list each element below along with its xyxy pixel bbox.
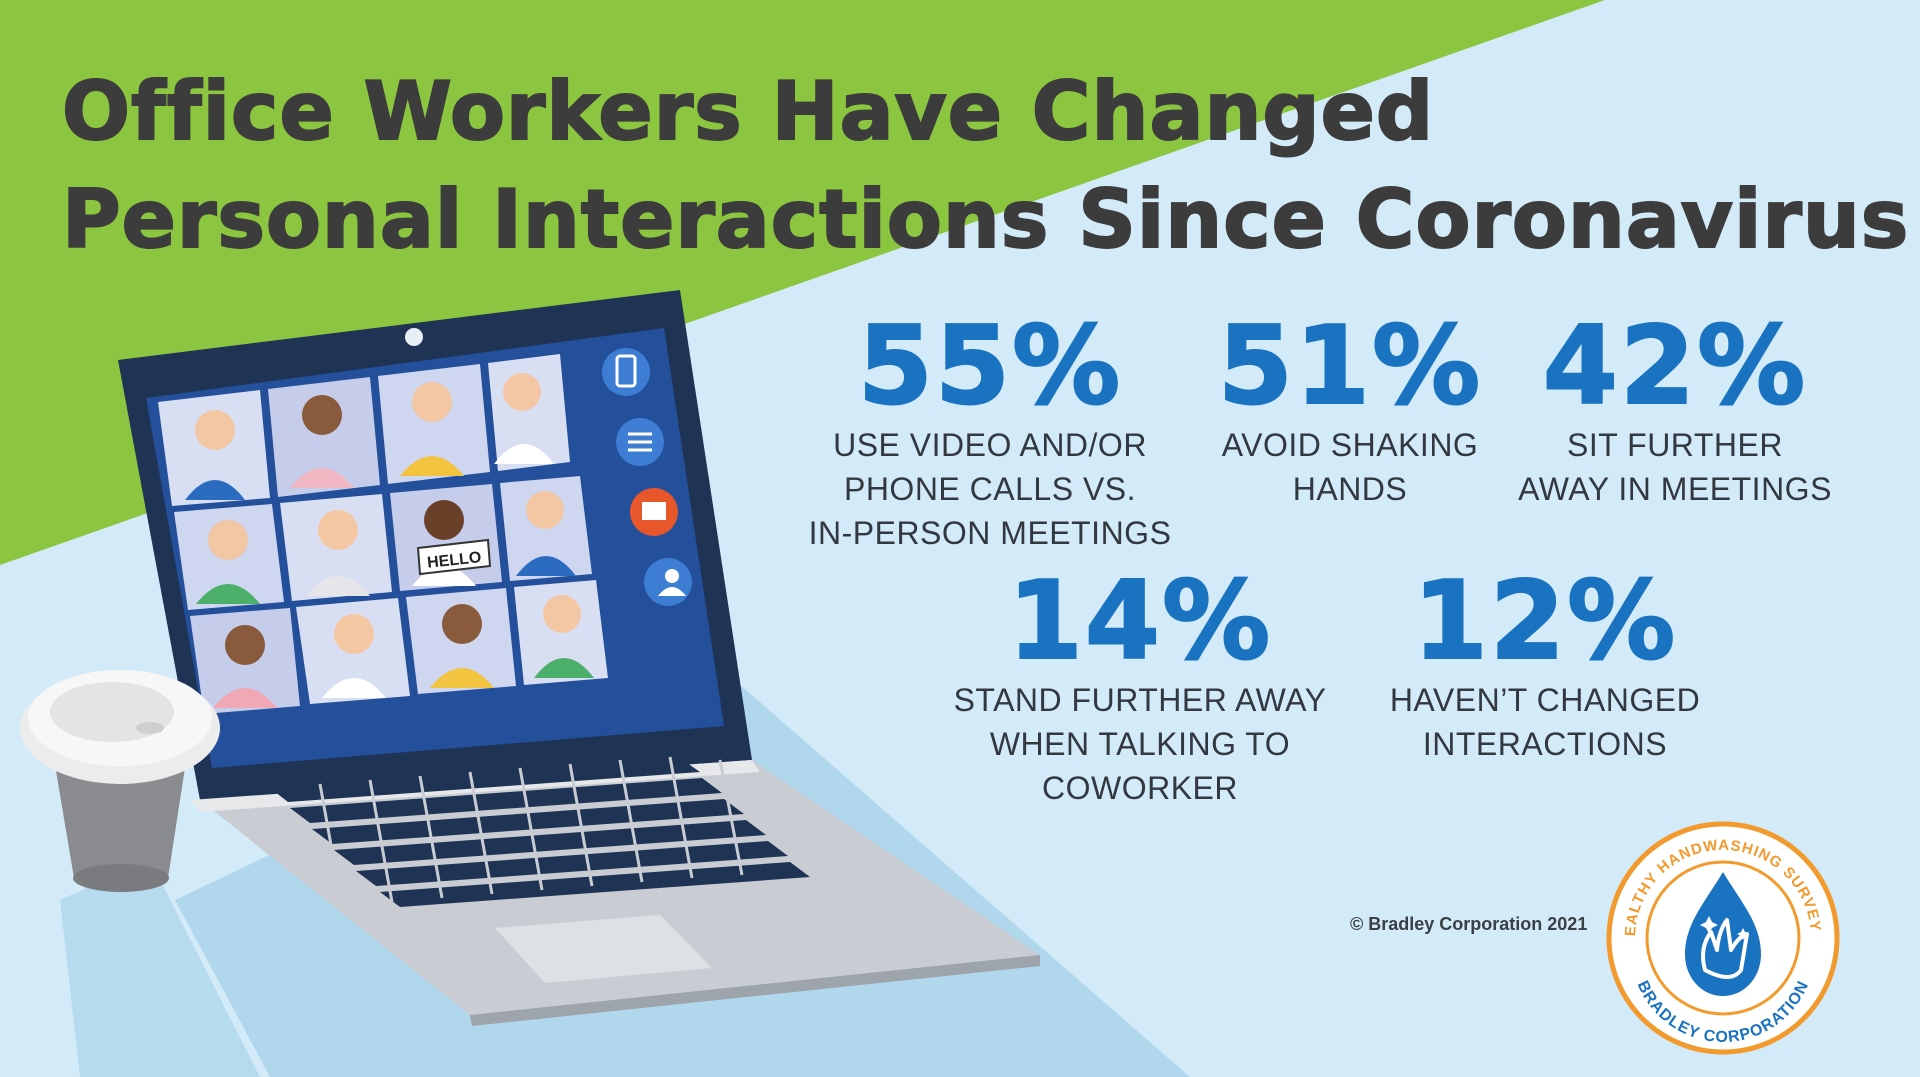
- stat-line: HANDS: [1292, 471, 1408, 507]
- stat-percent: 42%: [1542, 304, 1808, 429]
- stat-line: IN-PERSON MEETINGS: [808, 515, 1172, 551]
- stat-line: STAND FURTHER AWAY: [953, 682, 1327, 718]
- stat-sit-further: 42% SIT FURTHER AWAY IN MEETINGS: [1505, 304, 1845, 510]
- webcam-icon: [405, 328, 423, 346]
- title-line-1: Office Workers Have Changed: [61, 64, 1435, 159]
- hello-sign: HELLO: [416, 538, 492, 576]
- trackpad: [495, 915, 712, 983]
- coffee-cup-illustration: [20, 670, 220, 892]
- call-controls: [602, 348, 692, 606]
- participants: [185, 373, 594, 708]
- stat-percent: 12%: [1412, 559, 1678, 684]
- stat-line: HAVEN’T CHANGED: [1389, 682, 1701, 718]
- add-participant-icon: [644, 558, 692, 606]
- page-title: Office Workers Have Changed Personal Int…: [61, 58, 1910, 274]
- stat-line: INTERACTIONS: [1422, 726, 1668, 762]
- keyboard: [270, 758, 810, 907]
- hello-sign-text: HELLO: [426, 549, 482, 572]
- stat-percent: 55%: [857, 304, 1123, 429]
- water-drop-hands-icon: [1685, 872, 1761, 996]
- stat-no-change: 12% HAVEN’T CHANGED INTERACTIONS: [1360, 559, 1730, 765]
- stat-line: COWORKER: [1042, 770, 1238, 806]
- stat-line: SIT FURTHER: [1567, 427, 1783, 463]
- stat-line: WHEN TALKING TO: [989, 726, 1291, 762]
- phone-icon: [602, 348, 650, 396]
- stat-line: AVOID SHAKING: [1221, 427, 1479, 463]
- stat-percent: 51%: [1217, 304, 1483, 429]
- title-line-2: Personal Interactions Since Coronavirus: [61, 172, 1910, 267]
- stat-avoid-handshakes: 51% AVOID SHAKING HANDS: [1200, 304, 1500, 510]
- stat-percent: 14%: [1007, 559, 1273, 684]
- stat-stand-further: 14% STAND FURTHER AWAY WHEN TALKING TO C…: [935, 559, 1345, 809]
- cup-shadow: [60, 860, 260, 1077]
- stat-video-calls: 55% USE VIDEO AND/OR PHONE CALLS VS. IN-…: [790, 304, 1190, 554]
- stat-line: USE VIDEO AND/OR: [833, 427, 1147, 463]
- survey-badge: HEALTHY HANDWASHING SURVEY™ BRADLEY CORP…: [1605, 820, 1840, 1055]
- stat-line: PHONE CALLS VS.: [843, 471, 1137, 507]
- participant-tile: [268, 377, 380, 497]
- participant-tile: [378, 364, 490, 484]
- stat-line: AWAY IN MEETINGS: [1518, 471, 1832, 507]
- copyright-notice: © Bradley Corporation 2021: [1350, 914, 1588, 934]
- key-gaps: [318, 756, 744, 907]
